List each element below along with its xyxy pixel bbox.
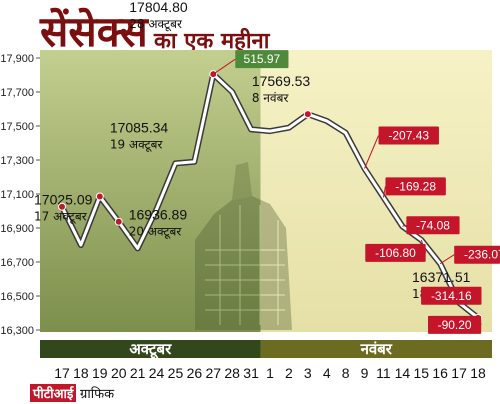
x-tick-label: 18 xyxy=(470,365,486,381)
x-tick-label: 11 xyxy=(376,365,391,381)
annotation-point xyxy=(58,202,66,211)
annotation-value: 17025.09 xyxy=(34,192,93,208)
change-value: -106.80 xyxy=(375,246,416,260)
change-value: -90.20 xyxy=(438,318,472,332)
credit-brand: पीटीआई xyxy=(32,386,74,402)
x-tick-label: 16 xyxy=(432,365,448,381)
x-tick-label: 2 xyxy=(285,365,293,381)
change-leader xyxy=(364,135,380,169)
change-box xyxy=(428,315,482,334)
annotation-value: 17085.34 xyxy=(110,119,169,135)
y-tick-label: 16,300 xyxy=(0,325,34,337)
change-value: -236.07 xyxy=(464,248,500,262)
change-leader xyxy=(382,186,386,198)
annotation-date: 28 अक्टूबर xyxy=(129,17,183,32)
x-tick-label: 24 xyxy=(149,365,165,381)
x-tick-label: 27 xyxy=(205,365,221,381)
x-tick-label: 17 xyxy=(451,365,467,381)
y-tick-label: 17,900 xyxy=(0,53,34,65)
change-value: -314.16 xyxy=(431,289,472,303)
change-box xyxy=(421,286,482,305)
change-value: -74.08 xyxy=(416,218,450,232)
x-tick-label: 15 xyxy=(413,365,429,381)
x-tick-label: 14 xyxy=(395,365,411,381)
change-box xyxy=(454,245,500,264)
change-value: -169.28 xyxy=(395,179,436,193)
october-panel xyxy=(40,50,261,332)
x-tick-label: 4 xyxy=(323,365,331,381)
credit-brand-box xyxy=(30,384,76,402)
y-tick-label: 17,300 xyxy=(0,155,34,167)
annotation-date: 8 नवंबर xyxy=(252,91,290,105)
y-tick-label: 16,900 xyxy=(0,223,34,235)
change-leader xyxy=(212,58,236,75)
x-tick-label: 28 xyxy=(224,365,240,381)
change-leader xyxy=(439,254,455,265)
stock-exchange-building-illustration xyxy=(195,162,292,330)
y-tick-label: 16,700 xyxy=(0,257,34,269)
x-tick-label: 17 xyxy=(54,365,70,381)
x-tick-label: 25 xyxy=(168,365,184,381)
month-label-october: अक्टूबर xyxy=(129,340,172,359)
x-tick-label: 8 xyxy=(342,365,350,381)
x-tick-label: 21 xyxy=(130,365,146,381)
y-tick-label: 17,500 xyxy=(0,121,34,133)
x-tick-label: 31 xyxy=(243,365,259,381)
month-bar-october xyxy=(40,340,261,358)
credit-label: ग्राफिक xyxy=(80,386,115,402)
x-tick-label: 1 xyxy=(266,365,274,381)
annotation-value: 17569.53 xyxy=(252,73,311,89)
x-tick-label: 9 xyxy=(361,365,369,381)
annotation-value: 17804.80 xyxy=(129,0,188,15)
x-tick-label: 18 xyxy=(73,365,89,381)
annotation-value: 16371.51 xyxy=(412,269,471,285)
change-box xyxy=(378,126,439,145)
change-box xyxy=(406,216,460,235)
change-box xyxy=(365,243,426,262)
month-label-november: नवंबर xyxy=(360,340,393,358)
annotation-date: 19 अक्टूबर xyxy=(110,137,164,152)
change-box xyxy=(385,177,446,196)
y-tick-label: 17,700 xyxy=(0,87,34,99)
annotation-date: 20 अक्टूबर xyxy=(129,225,183,240)
x-tick-label: 20 xyxy=(111,365,127,381)
annotation-date: 17 अक्टूबर xyxy=(34,210,88,225)
chart-title-main: सेंसेक्स xyxy=(39,7,149,56)
annotation-value: 16936.89 xyxy=(129,207,188,223)
month-bar-november xyxy=(260,340,492,358)
x-tick-label: 19 xyxy=(92,365,108,381)
change-value: 515.97 xyxy=(244,52,281,66)
annotation-point xyxy=(95,192,104,201)
y-tick-label: 16,500 xyxy=(0,291,34,303)
change-label-layer: 515.97 -207.43 -169.28 -74.08-106.80 -236.07… xyxy=(212,50,500,334)
x-axis: 17 18 19 20 21 24 25 26 27 28 31 1 2 3 4 8 9 11 14 15 16 17 18 xyxy=(54,365,486,381)
annotation-point xyxy=(303,110,312,119)
x-tick-label: 3 xyxy=(304,365,312,381)
change-value: -207.43 xyxy=(388,129,429,143)
y-axis: 16,300 16,500 16,700 16,900 17,100 17,300 17,5… xyxy=(0,53,40,337)
annotation-point xyxy=(114,217,123,226)
x-tick-label: 26 xyxy=(187,365,203,381)
chart-title-sub: का एक महीना xyxy=(153,27,271,54)
change-box xyxy=(235,50,289,69)
y-tick-label: 17,100 xyxy=(0,189,34,201)
change-leader xyxy=(402,224,407,227)
